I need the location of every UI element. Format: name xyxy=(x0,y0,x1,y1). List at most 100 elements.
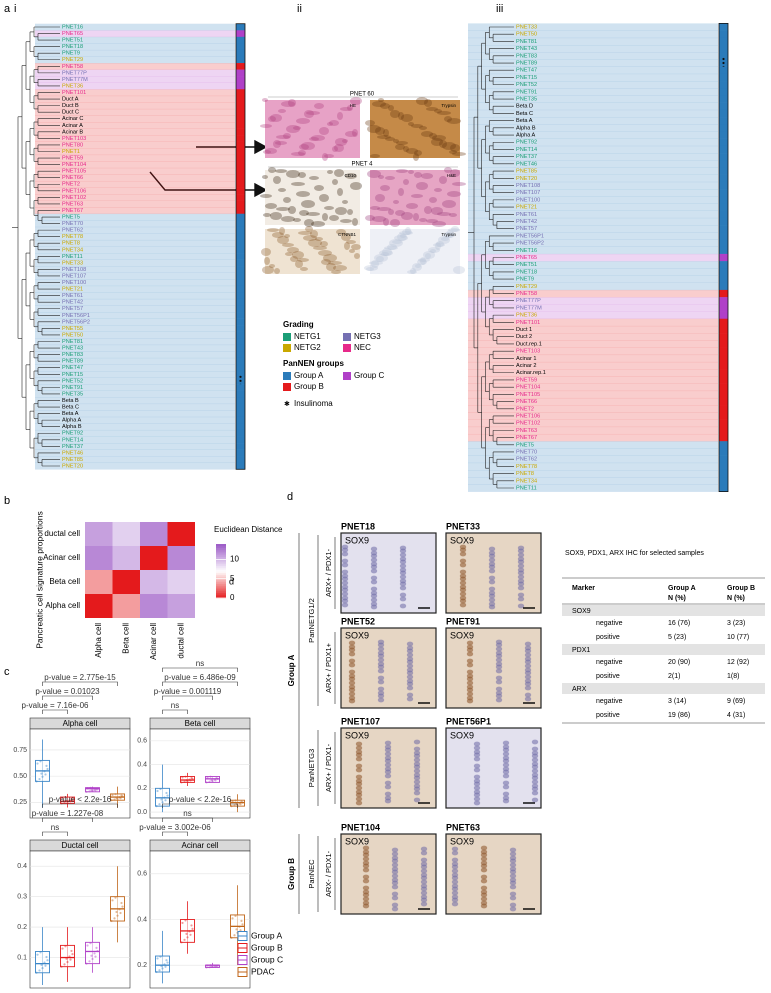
group-band xyxy=(35,449,235,457)
nucleus xyxy=(355,752,363,758)
nucleus xyxy=(473,800,481,806)
jitter xyxy=(164,799,167,802)
nucleus xyxy=(370,604,378,610)
tissue xyxy=(450,144,460,152)
tissue xyxy=(268,167,276,173)
group-bar xyxy=(236,128,245,136)
stain-label: CTNNB1 xyxy=(338,232,356,237)
nucleus xyxy=(531,746,539,752)
table-cell: 2(1) xyxy=(668,673,680,680)
table-cell: 16 (76) xyxy=(668,620,690,627)
nucleus xyxy=(384,773,392,779)
group-band xyxy=(468,109,718,118)
group-bar xyxy=(236,443,245,450)
group-band xyxy=(35,154,235,162)
nucleus xyxy=(391,847,399,853)
leaf-label: PNET20 xyxy=(516,176,537,182)
leaf-label: PNET47 xyxy=(62,365,83,371)
stain-label: SOX9 xyxy=(345,836,369,846)
histology-image xyxy=(370,170,460,225)
group-band xyxy=(35,292,235,300)
jitter xyxy=(186,936,189,939)
leaf-label: PNET14 xyxy=(62,437,83,443)
group-band xyxy=(35,370,235,378)
nucleus xyxy=(502,740,510,746)
nucleus xyxy=(509,902,517,908)
legend-entry: Group C xyxy=(251,954,283,964)
jitter xyxy=(190,776,193,780)
leaf-label: PNET29 xyxy=(62,57,83,63)
group-bar xyxy=(719,196,728,204)
group-bar xyxy=(236,318,245,326)
tissue xyxy=(311,135,325,141)
group-band xyxy=(468,369,718,377)
tissue xyxy=(384,246,398,250)
group-bar xyxy=(719,462,728,471)
group-band xyxy=(468,167,718,175)
group-bar xyxy=(719,311,728,320)
tissue xyxy=(400,234,406,238)
p-value: ns xyxy=(196,659,204,668)
y-tick-label: 0.0 xyxy=(137,809,147,816)
jitter xyxy=(233,804,236,807)
col-label: Beta cell xyxy=(121,623,130,654)
group-band xyxy=(468,153,718,161)
nucleus xyxy=(466,658,474,664)
jitter xyxy=(161,967,164,970)
nucleus xyxy=(377,697,385,703)
tissue xyxy=(417,259,427,265)
leaf-label: PNET89 xyxy=(516,61,537,67)
nucleus xyxy=(420,875,428,881)
tissue xyxy=(441,237,449,241)
leaf-label: PNET43 xyxy=(62,346,83,352)
jitter xyxy=(155,970,158,974)
tissue xyxy=(263,213,271,217)
subgroup-label: PanNETG3 xyxy=(307,749,316,787)
legend-swatch xyxy=(283,383,291,391)
group-bar xyxy=(719,318,728,327)
nucleus xyxy=(466,687,474,693)
nucleus xyxy=(399,603,407,609)
group-band xyxy=(35,456,235,464)
group-band xyxy=(35,122,235,129)
group-band xyxy=(35,462,235,470)
nucleus xyxy=(362,874,370,880)
nucleus xyxy=(517,574,525,580)
leaf-label: PNET14 xyxy=(516,147,537,153)
nucleus xyxy=(466,691,474,697)
group-bar xyxy=(236,167,245,175)
nucleus xyxy=(473,752,481,758)
colorbar-note: d xyxy=(229,576,234,586)
tissue xyxy=(334,169,344,177)
jitter xyxy=(120,901,123,905)
leaf-label: PNET50 xyxy=(516,32,537,38)
group-bar xyxy=(719,383,728,392)
bracket xyxy=(162,667,238,672)
tissue xyxy=(439,140,447,148)
tissue xyxy=(443,232,455,238)
group-bar-outline xyxy=(718,22,729,493)
tissue xyxy=(322,153,328,161)
leaf-label: Beta D xyxy=(516,104,533,110)
jitter xyxy=(40,772,43,775)
leaf-label: PNET77M xyxy=(62,77,88,83)
group-bar xyxy=(236,36,245,44)
jitter xyxy=(206,776,209,779)
nucleus xyxy=(451,890,459,896)
tissue xyxy=(352,218,358,226)
jitter xyxy=(188,778,191,781)
table-cell: 4 (31) xyxy=(727,712,745,719)
leaf-label: PNET65 xyxy=(516,255,537,261)
facet-title: Ductal cell xyxy=(62,841,99,850)
jitter xyxy=(44,773,47,776)
tissue xyxy=(426,107,438,111)
nucleus xyxy=(413,775,421,781)
tissue xyxy=(260,194,272,198)
jitter xyxy=(110,919,113,923)
nucleus xyxy=(420,901,428,907)
tissue xyxy=(264,257,270,265)
group-band xyxy=(35,312,235,319)
tissue xyxy=(421,173,433,179)
group-bar xyxy=(236,410,245,418)
tissue xyxy=(411,124,423,128)
